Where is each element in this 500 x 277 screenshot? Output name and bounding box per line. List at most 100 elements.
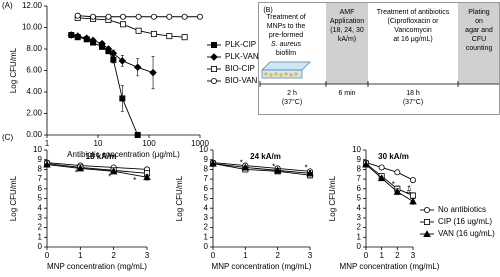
series-line: [365, 162, 414, 181]
marker: [98, 39, 106, 48]
y-tick-label: 9: [204, 155, 209, 164]
y-tick-label: 8: [357, 165, 362, 174]
y-tick-label: 10.00: [22, 23, 43, 32]
x-axis-label: Antibiotic concentration (μg/mL): [67, 150, 180, 159]
marker: [196, 13, 203, 20]
y-tick-label: 6: [204, 184, 209, 193]
series-line: [212, 163, 311, 176]
axis: [46, 150, 147, 248]
y-tick-label: 3: [38, 213, 43, 222]
marker: [109, 167, 118, 175]
y-tick-label: 0: [204, 242, 209, 251]
step-text: Application: [330, 18, 364, 25]
y-tick-label: 9: [38, 155, 43, 164]
marker: [134, 131, 141, 138]
y-tick-label: 4.00: [26, 87, 42, 96]
y-tick-label: 0: [357, 242, 362, 251]
y-axis-label: Log CFU/mL: [9, 47, 18, 93]
step-text: Plating: [468, 9, 490, 16]
annotation: *: [392, 180, 395, 189]
x-axis-label: MNP concentration (mg/mL): [340, 262, 440, 271]
time-label: 6 min: [338, 90, 355, 97]
marker: [210, 78, 217, 85]
annotation: *: [108, 172, 111, 181]
y-tick-label: 9: [357, 155, 362, 164]
step-text: (18, 24, 30: [330, 27, 364, 34]
x-tick-label: 1: [243, 251, 248, 260]
marker: [118, 57, 127, 65]
plating-box: [458, 3, 499, 84]
y-tick-label: 7: [204, 174, 209, 183]
time-label: 18 h: [406, 90, 420, 97]
step-text: on: [475, 18, 483, 25]
marker: [143, 173, 151, 181]
y-tick-label: 5: [204, 194, 209, 203]
x-tick-label: 3: [308, 251, 313, 260]
y-tick-label: 8: [38, 165, 43, 174]
marker: [74, 12, 81, 19]
x-tick-label: 0: [364, 251, 369, 260]
step-text: biofilm: [276, 50, 296, 57]
y-tick-label: 7: [38, 174, 43, 183]
marker: [181, 13, 188, 20]
marker: [76, 164, 85, 172]
marker: [109, 49, 118, 58]
y-tick-label: 8: [204, 165, 209, 174]
marker: [378, 164, 385, 171]
marker: [43, 160, 51, 168]
chart-title: 30 kA/m: [378, 152, 409, 161]
step-text: Treatment of antibiotics: [377, 9, 450, 16]
x-axis-label: MNP concentration (mg/mL): [212, 262, 312, 271]
y-tick-label: 2: [38, 223, 43, 232]
marker: [104, 45, 113, 53]
y-tick-label: 10: [33, 145, 42, 154]
marker: [120, 21, 127, 28]
marker: [409, 197, 417, 205]
marker: [409, 177, 416, 184]
marker: [306, 169, 314, 177]
marker: [73, 32, 82, 40]
marker: [119, 95, 126, 102]
y-tick-label: 6.00: [26, 66, 42, 75]
legend-label: BIO-VAN: [225, 76, 258, 85]
y-tick-label: 3: [357, 213, 362, 222]
amf-box: [326, 3, 368, 84]
y-tick-label: 7: [357, 174, 362, 183]
marker: [393, 187, 402, 195]
biofilm-dish: [261, 61, 311, 79]
y-tick-label: 1: [204, 232, 209, 241]
y-tick-label: 3: [204, 213, 209, 222]
marker: [423, 206, 430, 213]
marker: [150, 13, 157, 20]
marker: [135, 13, 142, 20]
x-tick-label: 3: [145, 251, 150, 260]
annotation: *: [304, 164, 307, 173]
annotation: *: [272, 163, 275, 172]
bacteria: [264, 72, 298, 77]
y-tick-label: 4: [38, 203, 43, 212]
y-tick-label: 1: [357, 232, 362, 241]
chart-title: 18 kA/m: [86, 152, 117, 161]
step-text: AMF: [340, 9, 355, 16]
time-label: 2 h: [287, 90, 297, 97]
y-tick-label: 5: [38, 194, 43, 203]
series-line: [212, 162, 311, 172]
y-tick-label: 2: [357, 223, 362, 232]
x-axis-label: MNP concentration (mg/mL): [47, 262, 147, 271]
y-tick-label: 10: [352, 145, 361, 154]
chart-title: 24 kA/m: [250, 152, 281, 161]
marker: [166, 13, 173, 20]
marker: [133, 63, 142, 72]
x-tick-label: 2: [111, 251, 116, 260]
y-axis-label: Log CFU/mL: [175, 175, 184, 221]
marker: [241, 163, 250, 171]
y-axis-label: Log CFU/mL: [328, 175, 337, 221]
step-text: agar and: [465, 27, 493, 34]
series-line: [212, 163, 311, 174]
panel-label: (C): [2, 133, 13, 142]
y-tick-label: 4: [357, 203, 362, 212]
marker: [377, 174, 386, 182]
marker: [110, 56, 117, 63]
y-tick-label: 10: [199, 145, 208, 154]
